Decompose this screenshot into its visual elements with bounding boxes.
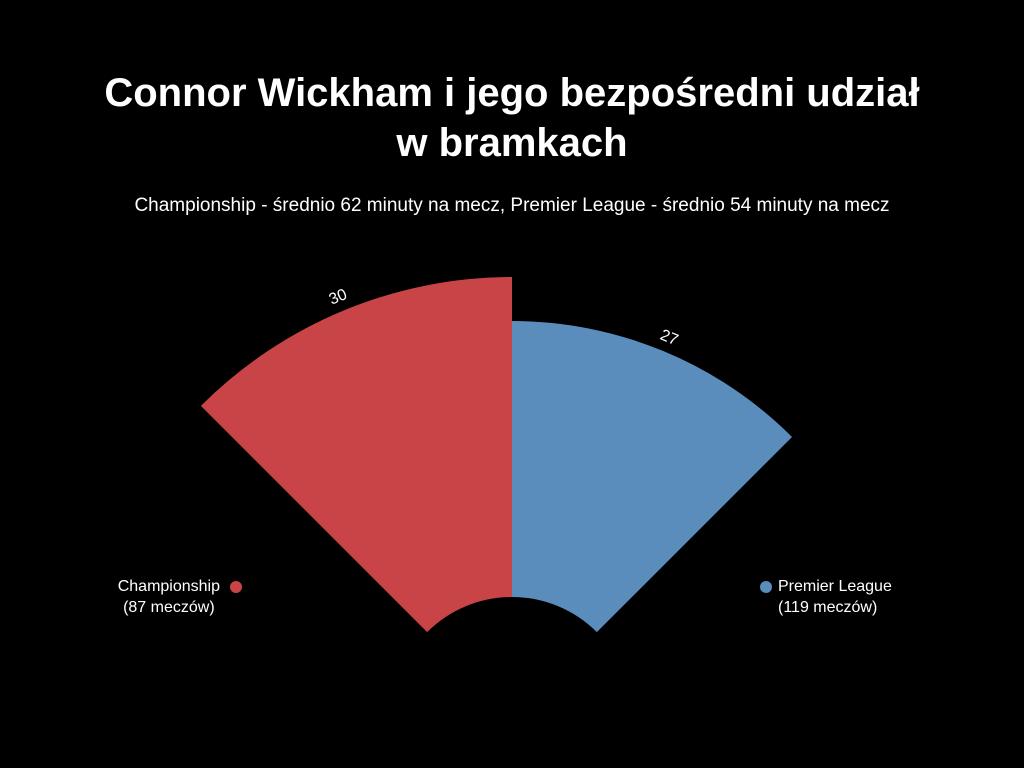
sector-championship[interactable] [200,277,512,633]
legend-swatch-premier-league [760,580,772,593]
legend-label-premier-league: Premier League [778,578,892,595]
legend-item-championship[interactable]: Championship (87 meczów) [118,576,242,618]
chart-subtitle: Championship - średnio 62 minuty na mecz… [134,195,890,216]
legend-item-premier-league[interactable]: Premier League (119 meczów) [760,576,892,618]
legend-detail-premier-league: (119 meczów) [778,599,878,616]
sector-premier-league[interactable] [512,321,793,633]
value-label-premier-league: 27 [658,327,681,350]
chart-title: Connor Wickham i jego bezpośredni udział… [0,68,1024,168]
legend-swatch-championship [230,580,242,593]
chart-title-line-2: w bramkach [396,121,628,165]
legend-label-championship: Championship [117,578,220,595]
value-label-championship: 30 [327,286,350,309]
chart-title-line-1: Connor Wickham i jego bezpośredni udział [104,71,920,115]
legend-detail-championship: (87 meczów) [123,599,215,616]
